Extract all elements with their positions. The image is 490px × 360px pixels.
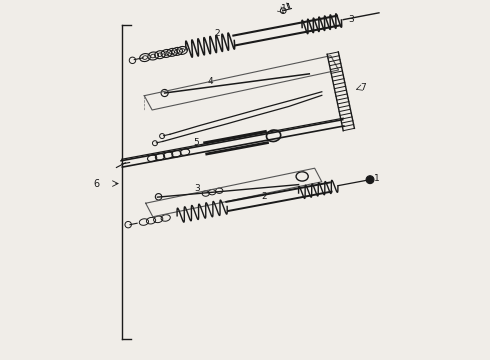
Text: 2: 2 <box>215 29 220 38</box>
Text: 7: 7 <box>360 83 366 92</box>
Text: 1: 1 <box>373 175 379 184</box>
Text: 3: 3 <box>194 184 200 193</box>
Text: 5: 5 <box>193 138 199 147</box>
Text: 6: 6 <box>94 179 100 189</box>
Text: 1: 1 <box>281 4 287 13</box>
Text: 2: 2 <box>261 192 267 201</box>
Text: 4: 4 <box>207 77 213 86</box>
Text: 3: 3 <box>348 15 354 24</box>
Circle shape <box>366 176 374 184</box>
